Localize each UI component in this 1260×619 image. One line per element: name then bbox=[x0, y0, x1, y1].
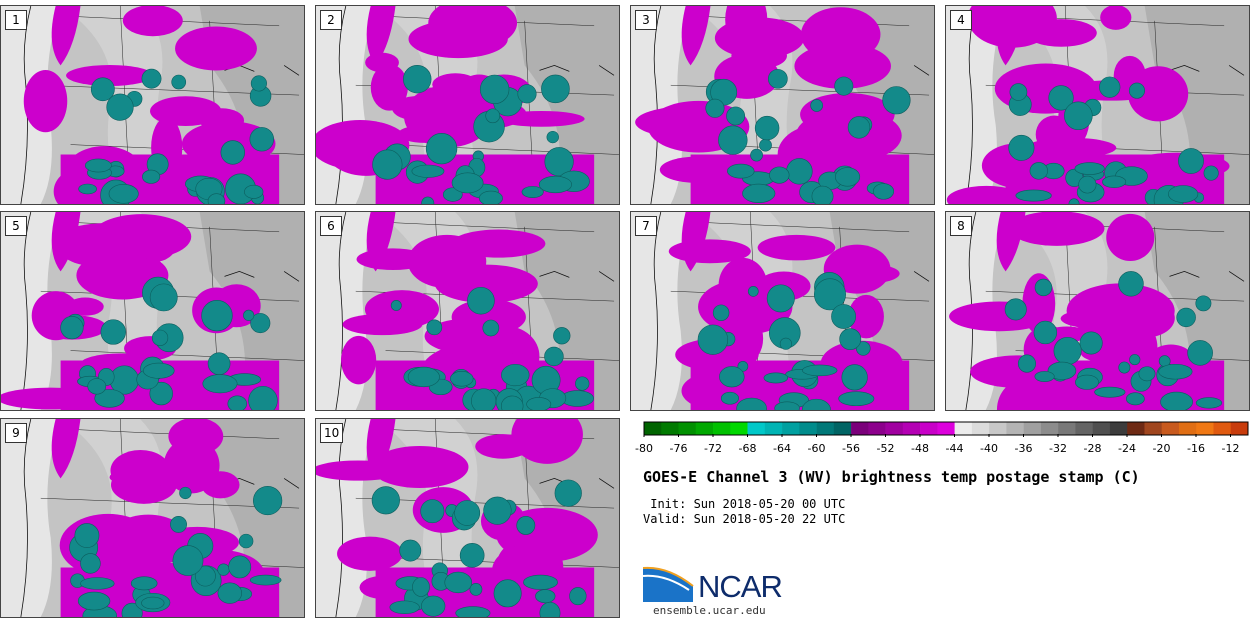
colorbar-segment bbox=[1092, 422, 1111, 435]
colorbar-tick-label: -52 bbox=[876, 442, 895, 455]
colorbar-segment bbox=[954, 422, 973, 435]
ncar-logo-icon bbox=[643, 566, 694, 602]
colorbar-tick-label: -24 bbox=[1118, 442, 1136, 455]
colorbar-segment bbox=[782, 422, 800, 435]
colorbar-tick-label: -36 bbox=[1014, 442, 1033, 455]
colorbar-segment bbox=[902, 422, 921, 435]
colorbar-segment bbox=[764, 422, 783, 435]
colorbar-segment bbox=[1127, 422, 1145, 435]
postage-stamp-map-7: 7 bbox=[630, 211, 935, 411]
colorbar-segment bbox=[799, 422, 817, 435]
panel-number: 6 bbox=[320, 216, 342, 236]
logo-url: ensemble.ucar.edu bbox=[653, 604, 766, 617]
colorbar-segment bbox=[1109, 422, 1128, 435]
colorbar-tick-label: -20 bbox=[1152, 442, 1171, 455]
colorbar-segment bbox=[678, 422, 697, 435]
panel-number: 1 bbox=[5, 10, 27, 30]
colorbar-tick-label: -64 bbox=[773, 442, 791, 455]
colorbar-segment bbox=[1196, 422, 1214, 435]
colorbar-segment bbox=[920, 422, 938, 435]
panel-number: 5 bbox=[5, 216, 27, 236]
init-time: Init: Sun 2018-05-20 00 UTC bbox=[643, 497, 846, 511]
colorbar-tick-label: -76 bbox=[669, 442, 688, 455]
colorbar-tick-label: -28 bbox=[1083, 442, 1102, 455]
colorbar-segment bbox=[730, 422, 748, 435]
colorbar-segment bbox=[1161, 422, 1180, 435]
colorbar-tick-label: -12 bbox=[1221, 442, 1240, 455]
postage-stamp-map-10: 10 bbox=[315, 418, 620, 618]
postage-stamp-map-9: 9 bbox=[0, 418, 305, 618]
panel-number: 8 bbox=[950, 216, 972, 236]
colorbar-tick-label: -68 bbox=[738, 442, 757, 455]
colorbar-segment bbox=[989, 422, 1007, 435]
colorbar-segment bbox=[1144, 422, 1163, 435]
colorbar-tick-label: -80 bbox=[635, 442, 653, 455]
panel-number: 4 bbox=[950, 10, 972, 30]
colorbar-segment bbox=[1006, 422, 1024, 435]
colorbar-tick-label: -72 bbox=[704, 442, 722, 455]
postage-stamp-map-4: 4 bbox=[945, 5, 1250, 205]
panel-number: 3 bbox=[635, 10, 657, 30]
colorbar-segment bbox=[644, 422, 662, 435]
colorbar-tick-label: -44 bbox=[945, 442, 964, 455]
postage-stamp-map-1: 1 bbox=[0, 5, 305, 205]
colorbar-segment bbox=[816, 422, 835, 435]
valid-time: Valid: Sun 2018-05-20 22 UTC bbox=[643, 512, 846, 526]
colorbar-tick-label: -48 bbox=[911, 442, 929, 455]
colorbar-segment bbox=[937, 422, 955, 435]
colorbar-segment bbox=[713, 422, 731, 435]
ncar-logo-text: NCAR bbox=[698, 569, 783, 604]
colorbar-segment bbox=[661, 422, 679, 435]
postage-stamp-map-3: 3 bbox=[630, 5, 935, 205]
colorbar-segment bbox=[833, 422, 852, 435]
postage-stamp-map-8: 8 bbox=[945, 211, 1250, 411]
figure-title: GOES-E Channel 3 (WV) brightness temp po… bbox=[643, 468, 1140, 486]
colorbar-segment bbox=[971, 422, 990, 435]
panel-number: 2 bbox=[320, 10, 342, 30]
colorbar-segment bbox=[1230, 422, 1249, 435]
colorbar-segment bbox=[1058, 422, 1076, 435]
colorbar-tick-label: -40 bbox=[980, 442, 998, 455]
colorbar-segment bbox=[695, 422, 714, 435]
colorbar-tick-label: -16 bbox=[1187, 442, 1205, 455]
postage-stamp-map-2: 2 bbox=[315, 5, 620, 205]
colorbar bbox=[643, 421, 1249, 437]
panel-number: 9 bbox=[5, 423, 27, 443]
colorbar-segment bbox=[747, 422, 766, 435]
colorbar-tick-label: -60 bbox=[807, 442, 826, 455]
colorbar-segment bbox=[868, 422, 886, 435]
colorbar-tick-label: -56 bbox=[842, 442, 860, 455]
panel-number: 7 bbox=[635, 216, 657, 236]
colorbar-segment bbox=[885, 422, 904, 435]
colorbar-segment bbox=[851, 422, 869, 435]
panel-number: 10 bbox=[320, 423, 344, 443]
colorbar-segment bbox=[1040, 422, 1059, 435]
colorbar-segment bbox=[1178, 422, 1197, 435]
colorbar-segment bbox=[1023, 422, 1042, 435]
colorbar-segment bbox=[1075, 422, 1093, 435]
postage-stamp-map-6: 6 bbox=[315, 211, 620, 411]
postage-stamp-map-5: 5 bbox=[0, 211, 305, 411]
colorbar-tick-label: -32 bbox=[1049, 442, 1067, 455]
colorbar-segment bbox=[1213, 422, 1232, 435]
